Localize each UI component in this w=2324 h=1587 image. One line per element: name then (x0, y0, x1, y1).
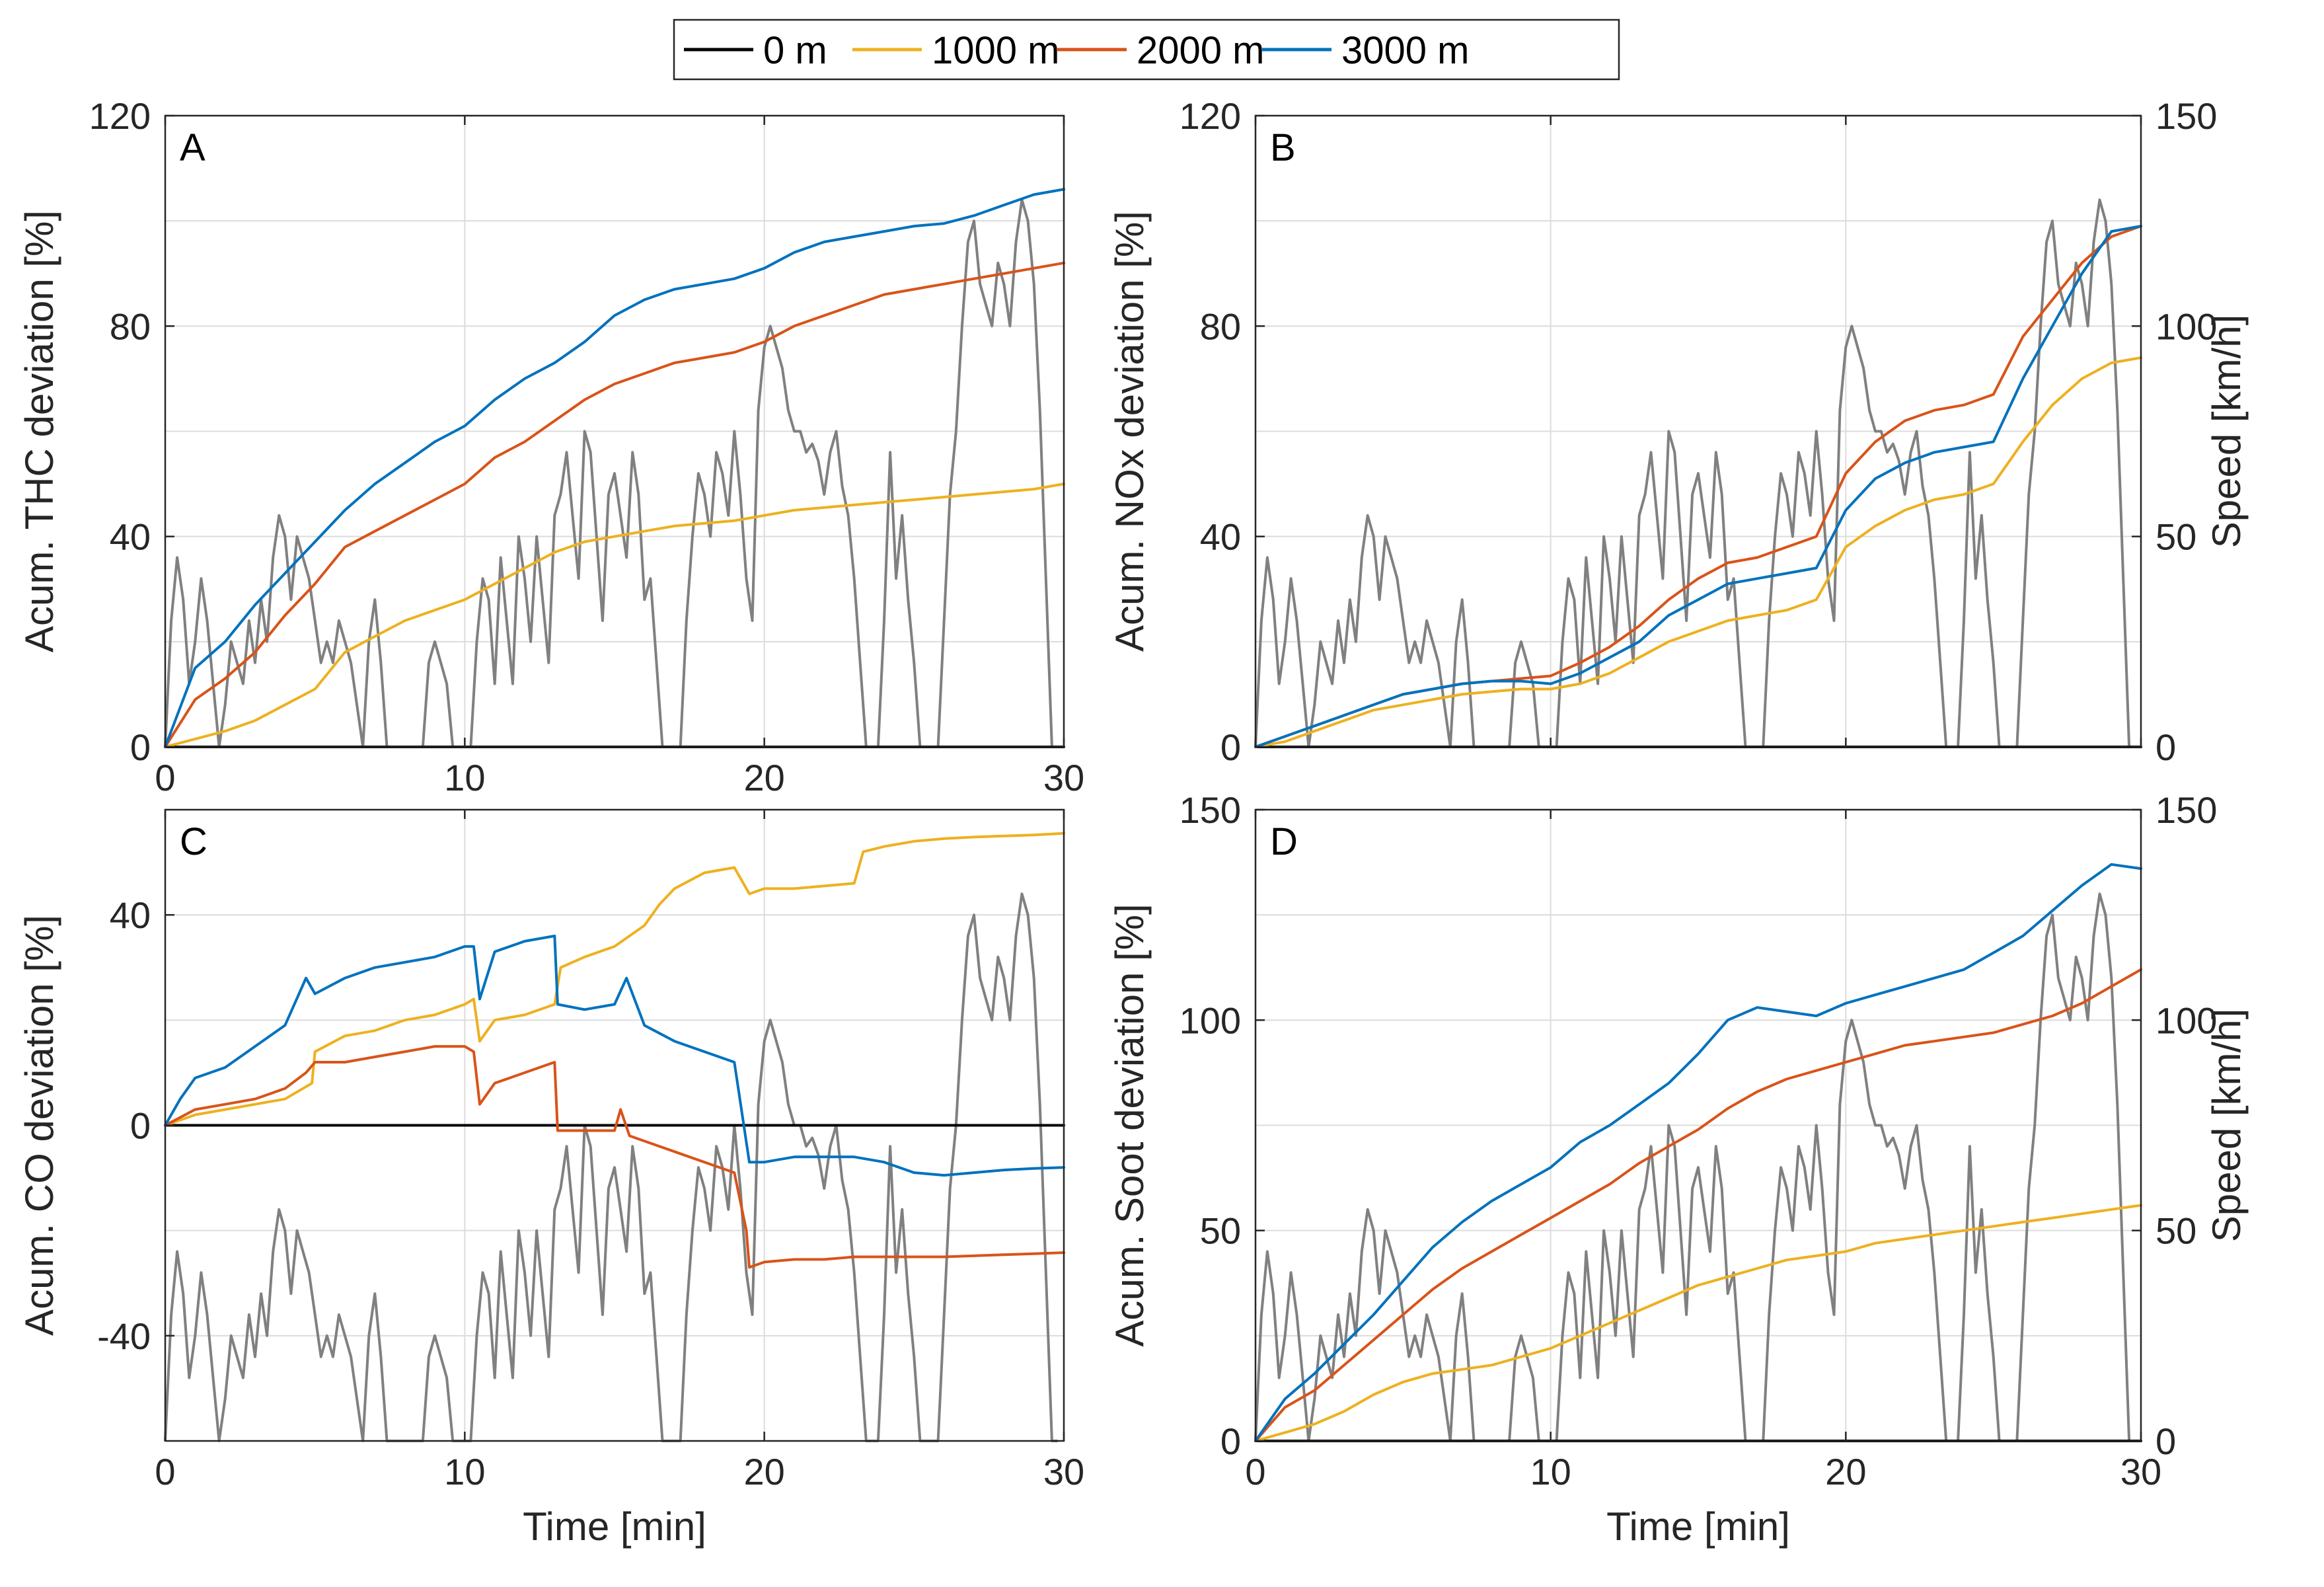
panel-c-xtick-label-20: 20 (744, 1451, 785, 1492)
panel-c-ytick-label-40: -40 (97, 1315, 151, 1357)
panel-b-ticks: 0 40 80 120 0 50 100 150 (1180, 95, 2218, 768)
panel-a-ticks: 0 10 20 30 0 40 80 120 (89, 95, 1085, 798)
panel-b-frame (1254, 114, 2142, 748)
panel-b-label: B (1270, 126, 1296, 169)
panel-d-ytick-label-50: 50 (1200, 1210, 1241, 1252)
panel-c-xtick-label-0: 0 (155, 1451, 175, 1492)
panel-b-series-2000-m (1254, 225, 2142, 748)
panel-a-xtick-label-20: 20 (744, 757, 785, 798)
panel-c-label: C (180, 820, 207, 863)
panel-b-series-1000-m (1254, 356, 2142, 748)
panel-c-xtick-label-10: 10 (444, 1451, 485, 1492)
panel-b-ylabel: Acum. NOx deviation [%] (1107, 211, 1152, 652)
panel-a-speed (164, 198, 1058, 748)
panel-d-series-3000-m (1254, 863, 2142, 1442)
panel-d-y2tick-label-0: 0 (2155, 1420, 2176, 1462)
panel-a-ylabel: Acum. THC deviation [%] (17, 210, 61, 652)
panel-b-y2tick-label-50: 50 (2155, 516, 2196, 558)
panel-a-label: A (180, 126, 206, 169)
legend-label-2000m: 2000 m (1137, 29, 1264, 72)
panel-d-ytick-label-150: 150 (1180, 789, 1241, 831)
panel-d-series-1000-m (1254, 1204, 2142, 1442)
legend-label-3000m: 3000 m (1341, 29, 1469, 72)
panel-a-ytick-label-0: 0 (130, 726, 151, 768)
panel-d-series-2000-m (1254, 968, 2142, 1442)
panel-a-series-3000-m (164, 188, 1065, 748)
panel-a-xtick-label-10: 10 (444, 757, 485, 798)
panel-b-speed (1254, 198, 2136, 748)
panel-c-ytick-label-0: 0 (130, 1105, 151, 1147)
panel-c-ytick-label-40: 40 (110, 894, 151, 936)
panel-a-series-2000-m (164, 261, 1065, 748)
panel-c: 0 10 20 30 -40 0 40 C Acum. CO deviation [%] T… (17, 808, 1084, 1549)
panel-d-ytick-label-0: 0 (1220, 1420, 1241, 1462)
legend: 0 m 1000 m 2000 m 3000 m (673, 19, 1620, 81)
panel-b-ytick-label-0: 0 (1220, 726, 1241, 768)
panel-b-y2label: Speed [km/h] (2204, 315, 2249, 549)
panel-b-grid (1255, 115, 2142, 748)
legend-label-1000m: 1000 m (932, 29, 1059, 72)
panel-c-ylabel: Acum. CO deviation [%] (17, 915, 61, 1336)
panel-c-series (164, 832, 1065, 1269)
panel-d-xtick-label-10: 10 (1530, 1451, 1571, 1492)
panel-d-y2tick-label-50: 50 (2155, 1210, 2196, 1252)
panel-a-xtick-label-30: 30 (1043, 757, 1084, 798)
panel-d-xlabel: Time [min] (1606, 1504, 1790, 1549)
panel-c-series-1000-m (164, 832, 1065, 1127)
panel-c-xlabel: Time [min] (523, 1504, 706, 1549)
legend-box (673, 19, 1620, 81)
panel-d-label: D (1270, 820, 1298, 863)
panel-a: 0 10 20 30 0 40 80 120 A Acum. THC deviation [%… (17, 95, 1084, 798)
panel-b: 0 40 80 120 0 50 100 150 B Acum. NOx deviation … (1107, 95, 2249, 768)
panel-d-y2label: Speed [km/h] (2204, 1009, 2249, 1243)
panel-b-y2tick-label-150: 150 (2155, 95, 2217, 137)
panel-a-series (164, 188, 1065, 748)
panel-a-series-1000-m (164, 483, 1065, 748)
panel-d-xtick-label-0: 0 (1245, 1451, 1265, 1492)
panel-b-series-3000-m (1254, 225, 2142, 748)
panel-b-ytick-label-40: 40 (1200, 516, 1241, 558)
panel-d-speed-trace (1254, 892, 2136, 1442)
panel-d-xtick-label-30: 30 (2120, 1451, 2161, 1492)
panel-a-speed-trace (164, 198, 1058, 748)
panel-d-series (1254, 863, 2142, 1442)
panel-d-y2tick-label-150: 150 (2155, 789, 2217, 831)
legend-label-0m: 0 m (763, 29, 827, 72)
panel-d-ytick-label-100: 100 (1180, 999, 1241, 1041)
panel-c-speed (164, 892, 1058, 1442)
panel-c-series-2000-m (164, 1045, 1065, 1269)
panel-d-ylabel: Acum. Soot deviation [%] (1107, 904, 1152, 1346)
panel-a-ytick-label-80: 80 (110, 305, 151, 347)
panel-d-xtick-label-20: 20 (1825, 1451, 1866, 1492)
panel-d-frame (1254, 808, 2142, 1442)
panel-d-y2tick-label-100: 100 (2155, 999, 2217, 1041)
panel-b-y2tick-label-0: 0 (2155, 726, 2176, 768)
panel-a-grid (165, 115, 1065, 748)
panel-a-ytick-label-120: 120 (89, 95, 151, 137)
panel-a-ytick-label-40: 40 (110, 516, 151, 558)
panel-a-xtick-label-0: 0 (155, 757, 175, 798)
panel-c-xtick-label-30: 30 (1043, 1451, 1084, 1492)
panel-d-speed (1254, 892, 2136, 1442)
panel-a-frame (164, 114, 1065, 748)
panel-c-speed-trace (164, 892, 1058, 1442)
panel-b-y2tick-label-100: 100 (2155, 305, 2217, 347)
panel-c-series-3000-m (164, 935, 1065, 1177)
panel-b-ytick-label-80: 80 (1200, 305, 1241, 347)
panel-b-ytick-label-120: 120 (1180, 95, 1241, 137)
panel-c-ticks: 0 10 20 30 -40 0 40 (97, 810, 1084, 1492)
panel-d-grid (1255, 809, 2142, 1442)
panel-b-series (1254, 225, 2142, 748)
panel-b-speed-trace (1254, 198, 2136, 748)
